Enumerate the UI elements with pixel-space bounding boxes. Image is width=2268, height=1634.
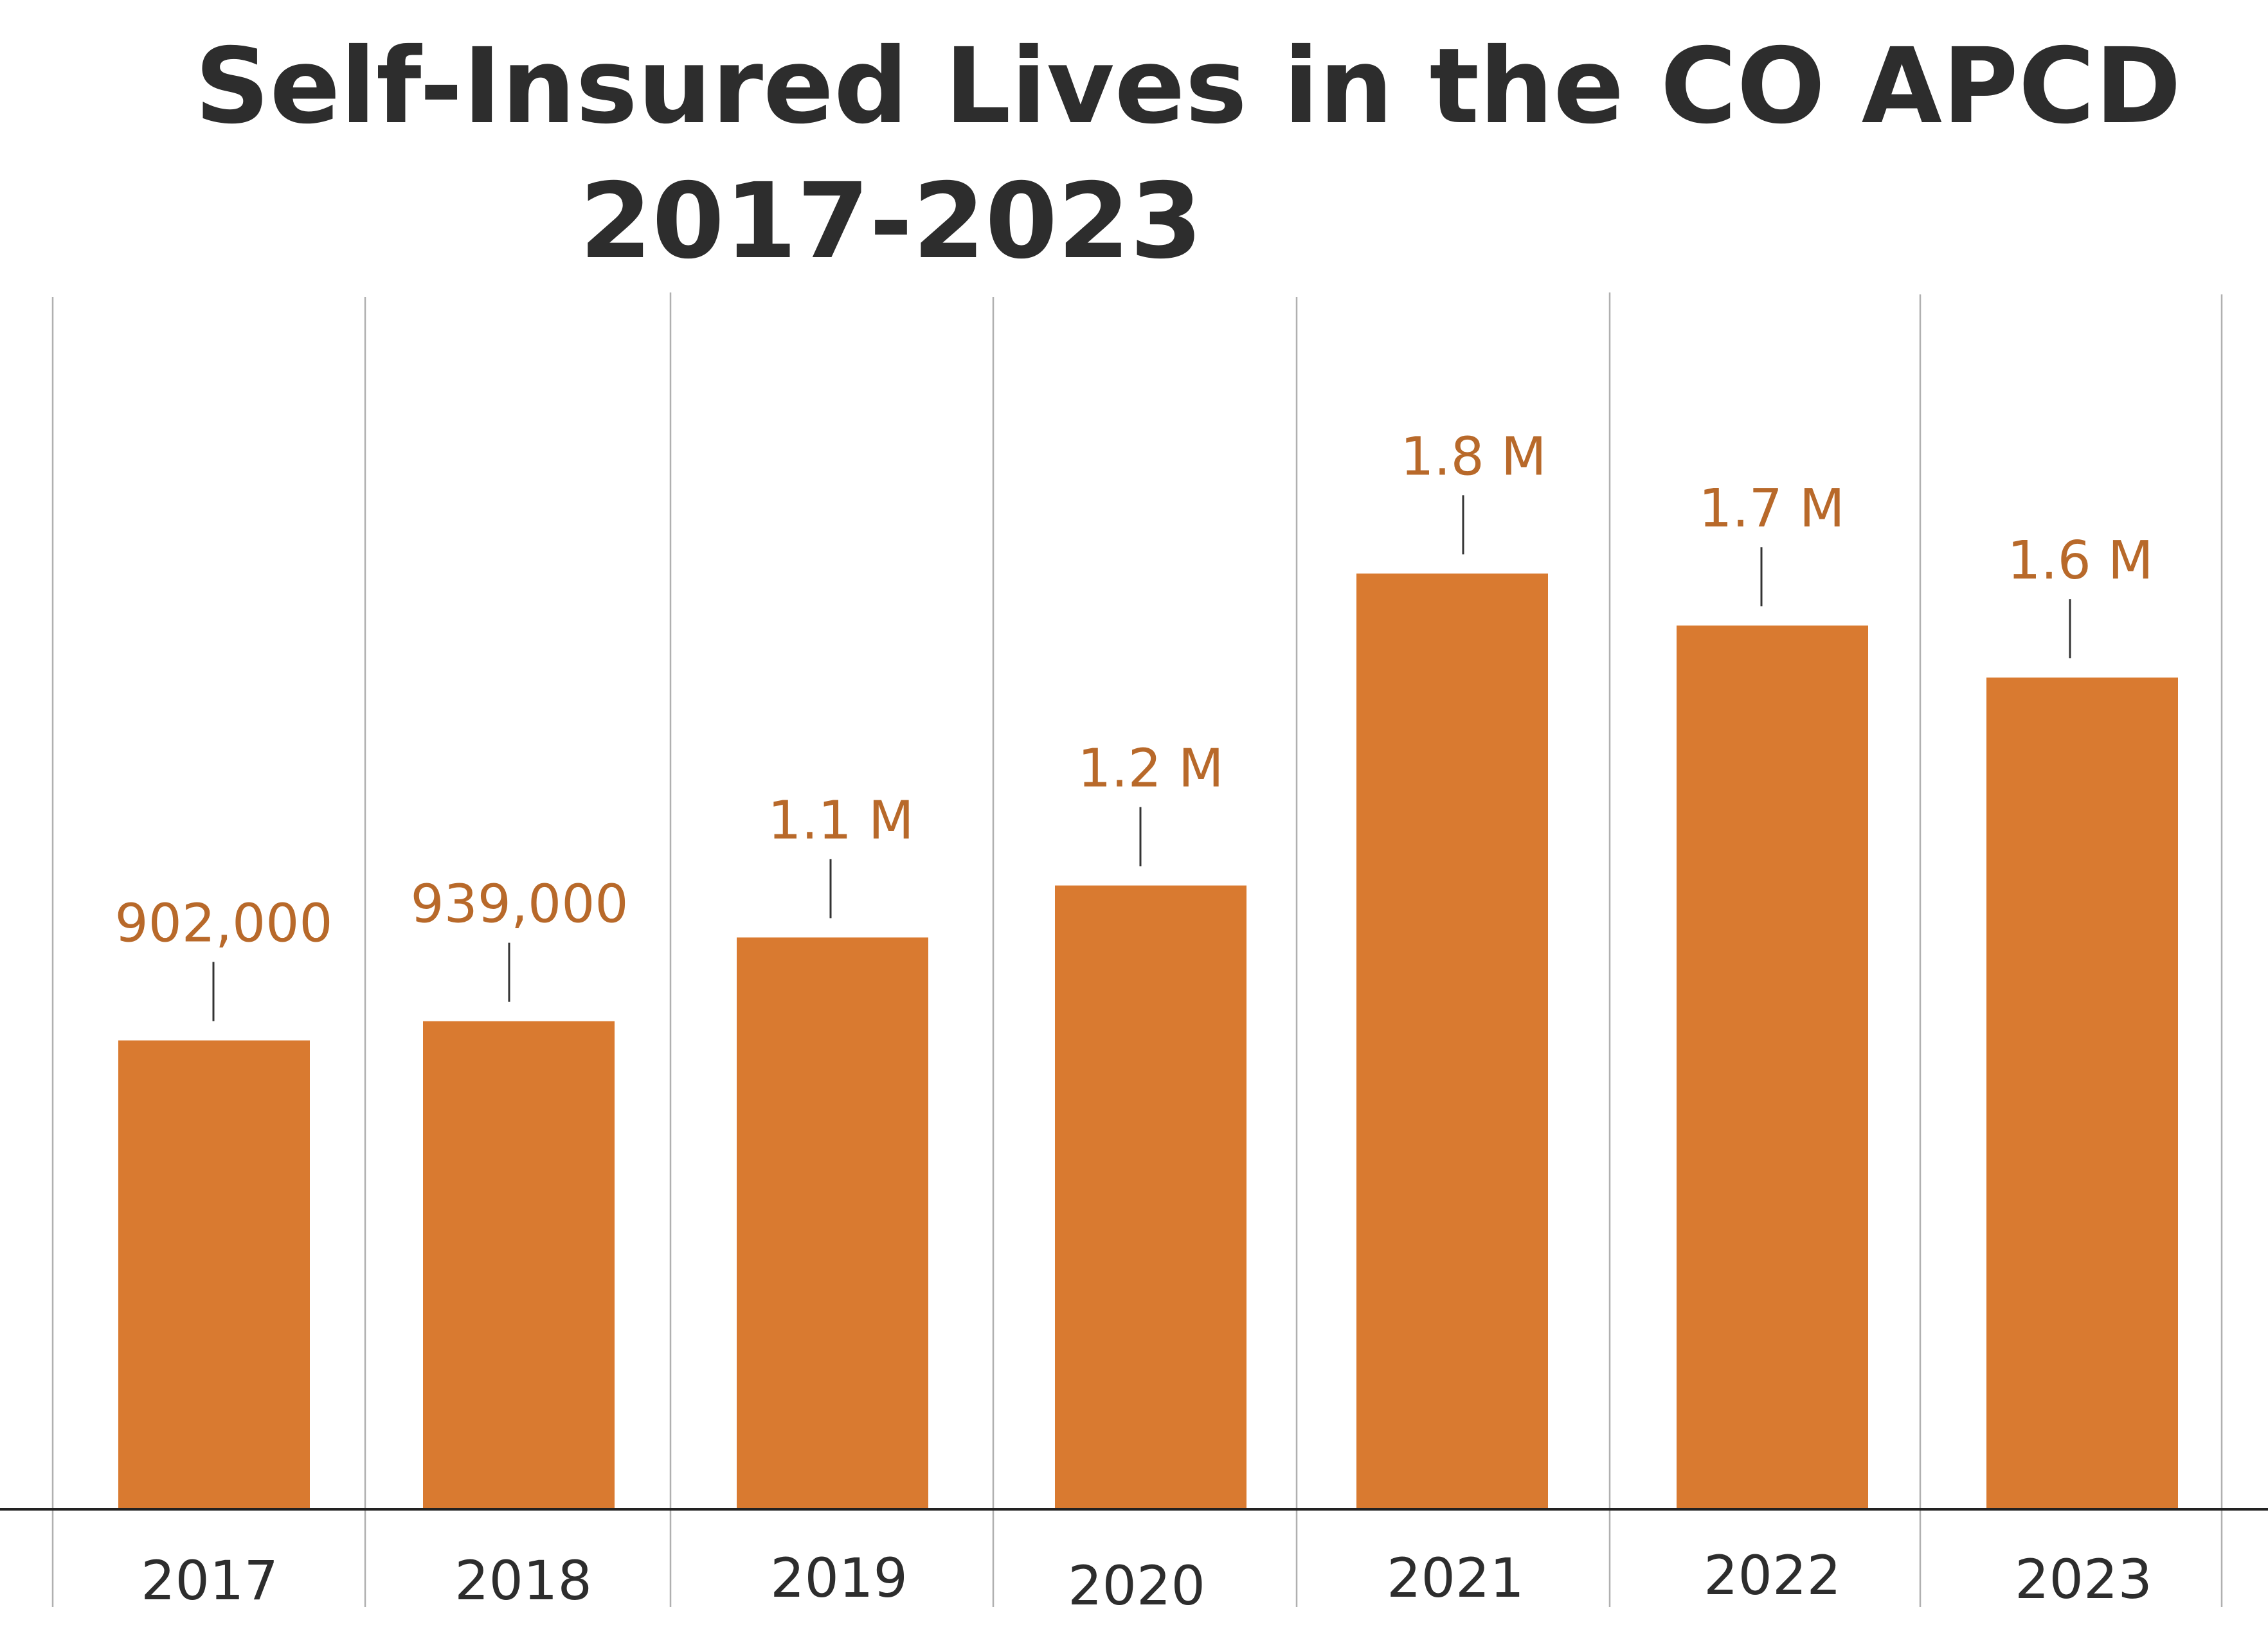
x-tick-labels: 2017 2018 2019 2020 2021 2022 2023 [141, 1544, 2152, 1617]
data-label: 1.2 M [1077, 739, 1223, 800]
data-label: 1.1 M [768, 790, 914, 851]
data-label: 1.7 M [1698, 478, 1844, 539]
x-tick-label: 2022 [1704, 1544, 1841, 1607]
chart-title-line-1: Self-Insured Lives in the CO APCD [195, 26, 2181, 147]
chart-title-line-2: 2017-2023 [580, 161, 1203, 282]
data-label: 939,000 [410, 874, 628, 935]
bar-2017 [118, 1040, 310, 1509]
bar-2018 [423, 1021, 615, 1509]
bars [118, 573, 2178, 1510]
x-tick-label: 2017 [141, 1549, 278, 1612]
data-labels: 902,000 939,000 1.1 M 1.2 M 1.8 M 1.7 M 1.6 M [114, 426, 2153, 954]
x-tick-label: 2019 [770, 1547, 908, 1610]
bar-2019 [737, 937, 928, 1509]
data-label: 1.8 M [1400, 426, 1546, 487]
x-tick-label: 2023 [2015, 1548, 2152, 1611]
data-label: 902,000 [114, 893, 332, 955]
x-tick-label: 2018 [455, 1549, 592, 1612]
x-tick-label: 2020 [1068, 1554, 1205, 1617]
x-tick-label: 2021 [1387, 1547, 1524, 1610]
data-label: 1.6 M [2007, 530, 2153, 591]
chart-title: Self-Insured Lives in the CO APCD 2017-2… [195, 26, 2181, 282]
bar-2023 [1986, 678, 2178, 1509]
bar-2020 [1055, 885, 1246, 1509]
grid-lines [51, 292, 2223, 1607]
label-leader-lines [212, 495, 2071, 1021]
bar-2022 [1677, 625, 1868, 1510]
bar-2021 [1356, 573, 1548, 1509]
